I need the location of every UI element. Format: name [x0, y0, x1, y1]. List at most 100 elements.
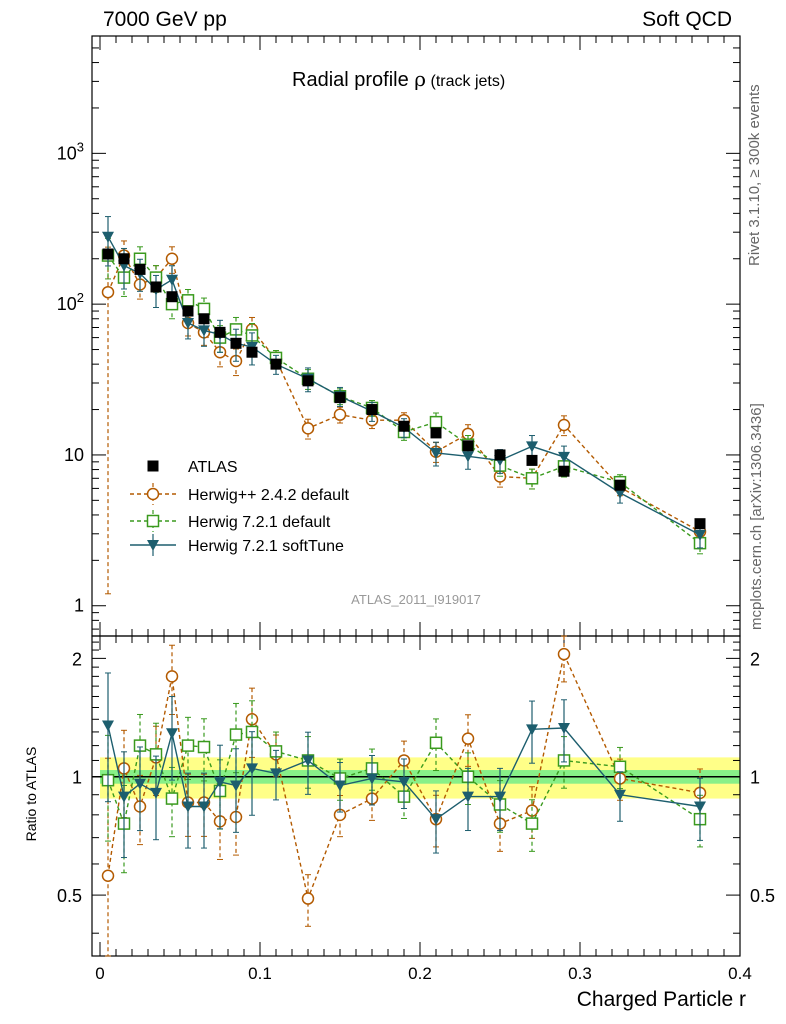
ratio-point	[270, 768, 282, 780]
data-point	[166, 274, 178, 286]
ratio-point	[214, 776, 226, 788]
data-point	[197, 302, 211, 316]
data-point	[525, 472, 539, 485]
data-point	[558, 451, 570, 463]
atlas-point	[614, 479, 626, 491]
atlas-point	[230, 337, 242, 349]
data-point	[198, 325, 210, 337]
atlas-point	[334, 392, 346, 404]
atlas-point	[398, 420, 410, 432]
legend-label: Herwig 7.2.1 default	[188, 514, 331, 531]
ratio-point	[694, 801, 706, 813]
ratio-line-2	[107, 725, 701, 821]
ratio-point	[198, 801, 210, 813]
ratio-point	[102, 720, 114, 732]
legend-marker	[146, 487, 160, 501]
ratio-point	[181, 739, 195, 752]
atlas-point	[150, 281, 162, 293]
ratio-point	[101, 869, 115, 882]
ratio-point	[166, 728, 178, 740]
atlas-point	[214, 326, 226, 338]
legend-label: ATLAS	[188, 459, 238, 476]
ratio-point	[614, 789, 626, 801]
ratio-point	[165, 670, 179, 683]
ratio-y-tick-label: 1	[72, 768, 82, 788]
ratio-point	[165, 792, 179, 805]
y-tick-label: 1	[74, 596, 84, 616]
ratio-point	[366, 773, 378, 785]
atlas-point	[270, 358, 282, 370]
ratio-y-tick-label-right: 0.5	[750, 886, 775, 906]
chart-marks	[101, 216, 707, 957]
data-point	[462, 451, 474, 463]
ratio-point	[429, 736, 443, 750]
series-line-1	[107, 255, 701, 544]
ratio-point	[462, 791, 474, 803]
ratio-point	[301, 892, 315, 905]
ratio-point	[461, 732, 475, 745]
ratio-point	[302, 755, 314, 767]
ratio-plot-frame	[91, 635, 741, 957]
ratio-point	[558, 723, 570, 735]
atlas-point	[366, 404, 378, 416]
ratio-point	[526, 724, 538, 736]
atlas-point	[558, 465, 570, 477]
ratio-point	[525, 817, 539, 830]
atlas-point	[462, 440, 474, 452]
ratio-point	[398, 776, 410, 788]
legend-label: Herwig 7.2.1 softTune	[188, 538, 344, 555]
data-point	[182, 317, 194, 329]
atlas-point	[166, 291, 178, 303]
series-line-2	[107, 236, 701, 536]
y-tick-label: 102	[57, 290, 84, 314]
ratio-y-tick-label: 2	[72, 649, 82, 669]
analysis-id: ATLAS_2011_I919017	[351, 592, 481, 607]
ratio-y-tick-label: 0.5	[57, 886, 82, 906]
atlas-point	[118, 253, 130, 265]
ratio-point	[230, 780, 242, 792]
atlas-point	[526, 454, 538, 466]
ratio-y-tick-label-right: 1	[750, 768, 760, 788]
ratio-point	[430, 814, 442, 826]
atlas-point	[302, 375, 314, 387]
data-point	[102, 231, 114, 243]
ratio-uncertainty-bands	[92, 757, 740, 799]
data-point	[333, 408, 347, 421]
ratio-point	[494, 791, 506, 803]
data-point	[301, 422, 315, 435]
header-process-label: Soft QCD	[642, 8, 732, 31]
atlas-point	[430, 427, 442, 439]
y-tick-label: 10	[64, 445, 84, 465]
x-tick-label: 0.4	[728, 964, 752, 983]
data-point	[694, 529, 706, 541]
ratio-point	[150, 787, 162, 799]
header-energy-label: 7000 GeV pp	[103, 8, 227, 31]
legend: ATLAS Herwig++ 2.4.2 default Herwig 7.2.1 …	[130, 459, 350, 556]
x-tick-label: 0.3	[568, 964, 592, 983]
ratio-y-tick-label-right: 2	[750, 649, 760, 669]
y-tick-label: 103	[57, 139, 84, 163]
axes-and-ticks: 0 0.1 0.2 0.3 0.4 1 10 102 103 0.5 0.5 1 1 2 2	[57, 35, 775, 983]
legend-marker	[147, 460, 159, 472]
legend-label: Herwig++ 2.4.2 default	[188, 487, 350, 504]
data-point	[430, 448, 442, 460]
atlas-point	[246, 346, 258, 358]
ratio-y-axis-label: Ratio to ATLAS	[23, 747, 39, 842]
data-point	[165, 252, 179, 265]
data-point	[557, 418, 571, 432]
data-point	[429, 415, 443, 429]
ratio-line-1	[107, 731, 701, 827]
atlas-point	[134, 263, 146, 275]
atlas-point	[102, 248, 114, 260]
x-tick-label: 0.1	[248, 964, 272, 983]
data-point	[526, 441, 538, 453]
legend-marker	[147, 540, 159, 551]
data-point	[101, 285, 115, 299]
ratio-point	[182, 801, 194, 813]
atlas-point	[494, 449, 506, 461]
x-axis-label: Charged Particle r	[577, 988, 746, 1011]
chart-title: Radial profile ρ (track jets)	[292, 67, 505, 91]
data-point	[181, 294, 195, 307]
ratio-point	[134, 778, 146, 790]
